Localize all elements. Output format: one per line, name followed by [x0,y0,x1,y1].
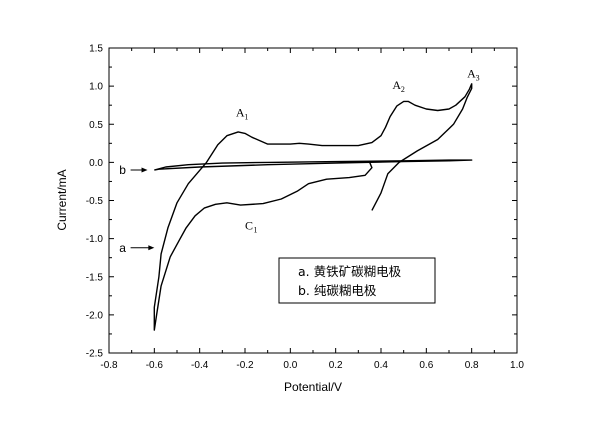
series-line-a [153,83,473,331]
y-tick-label: -1.5 [86,272,104,283]
x-tick-label: 0.4 [374,360,388,371]
y-axis-ticks: 1.5 1.0 0.5 0.0 -0.5 -1.0 -1.5 -2.0 -2.5 [86,44,517,360]
x-tick-label: 0.2 [329,360,343,371]
legend-box [278,257,436,304]
y-tick-label: -1.0 [86,234,104,245]
x-tick-label: 0.8 [465,360,479,371]
x-tick-label: 0.0 [283,360,297,371]
peak-label-sub-A1: 1 [244,113,248,122]
curve-labels: ba [119,163,155,255]
peak-annotations: A 1A 2A 3C 1 [236,67,480,235]
x-axis-title: Potential/V [284,380,342,394]
y-tick-label: -2.5 [86,349,104,360]
peak-label-A3: A [467,67,476,81]
y-tick-label: 0.5 [89,120,103,131]
x-axis-ticks: -0.8 -0.6 -0.4 -0.2 0.0 0.2 0.4 0.6 0.8 1.0 [100,48,524,371]
y-tick-label: 0.0 [89,158,103,169]
y-tick-label: 1.5 [89,44,103,55]
peak-label-sub-C1: 1 [254,225,258,234]
y-tick-label: -0.5 [86,196,104,207]
peak-label-A1: A [236,106,245,120]
curve-label-arrowhead-a [148,245,155,251]
peak-label-A2: A [392,78,401,92]
peak-label-sub-A3: 3 [476,74,480,83]
x-tick-label: -0.2 [236,360,254,371]
curve-label-arrowhead-b [141,167,148,173]
legend-entry-a: a. 黄铁矿碳糊电极 [298,264,402,279]
x-tick-label: -0.8 [100,360,118,371]
legend: a. 黄铁矿碳糊电极 b. 纯碳糊电极 [278,257,436,304]
peak-label-C1: C [245,218,253,232]
peak-label-sub-A2: 2 [401,85,405,94]
plot-frame [108,47,518,354]
series-line-b [154,159,473,171]
y-axis-title: Current/mA [55,169,69,230]
x-tick-label: 0.6 [419,360,433,371]
curve-label-a: a [119,241,126,255]
curve-label-b: b [119,163,126,177]
x-tick-label: 1.0 [510,360,524,371]
y-tick-label: 1.0 [89,82,103,93]
legend-entry-b: b. 纯碳糊电极 [298,283,377,298]
y-tick-label: -2.0 [86,310,104,321]
x-tick-label: -0.4 [191,360,209,371]
x-tick-label: -0.6 [146,360,164,371]
series-layer [153,83,473,331]
